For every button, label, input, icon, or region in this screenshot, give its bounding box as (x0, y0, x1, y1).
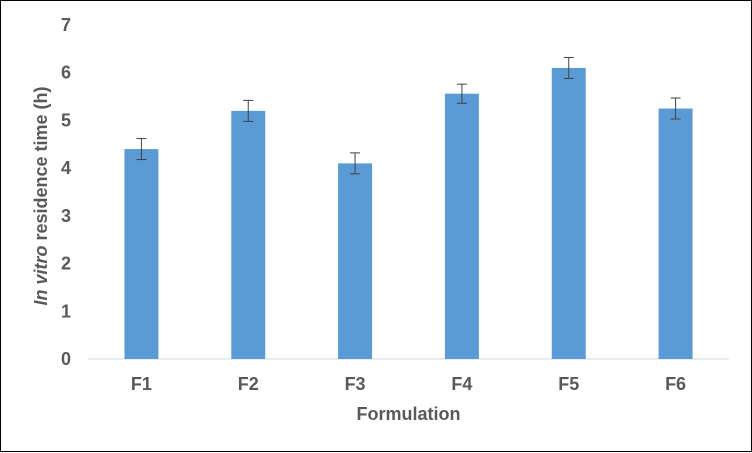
y-tick-label: 5 (61, 110, 71, 130)
error-bar-f6 (670, 97, 681, 120)
error-bar-f4 (456, 83, 467, 104)
bar-f2 (231, 110, 266, 359)
x-tick-label: F1 (131, 374, 152, 394)
bar-f3 (338, 163, 373, 359)
error-bar-f5 (563, 56, 574, 79)
y-tick-label: 6 (61, 63, 71, 83)
bar-f5 (551, 67, 586, 359)
y-tick-label: 3 (61, 206, 71, 226)
x-axis-title: Formulation (357, 404, 461, 424)
bar-f4 (444, 93, 479, 360)
y-tick-label: 1 (61, 301, 71, 321)
x-tick-label: F4 (451, 374, 472, 394)
y-tick-label: 7 (61, 15, 71, 35)
y-tick-labels: 0 1 2 3 4 5 6 7 (61, 15, 71, 369)
x-tick-label: F6 (665, 374, 686, 394)
y-tick-label: 4 (61, 158, 71, 178)
bars (124, 67, 693, 360)
x-tick-label: F2 (238, 374, 259, 394)
y-axis-title-italic: In vitro (31, 246, 51, 306)
x-tick-labels: F1 F2 F3 F4 F5 F6 (131, 374, 686, 394)
error-bar-f1 (136, 138, 147, 161)
y-tick-label: 0 (61, 349, 71, 369)
x-tick-label: F3 (345, 374, 366, 394)
y-axis-title: In vitro residence time (h) (31, 86, 51, 305)
y-tick-label: 2 (61, 254, 71, 274)
error-bars (136, 56, 681, 175)
bar-f1 (124, 149, 159, 359)
y-axis-title-rest: residence time (h) (31, 86, 51, 245)
error-bar-f3 (350, 152, 361, 175)
error-bar-f2 (243, 99, 254, 122)
bar-f6 (658, 108, 693, 359)
x-tick-label: F5 (558, 374, 579, 394)
